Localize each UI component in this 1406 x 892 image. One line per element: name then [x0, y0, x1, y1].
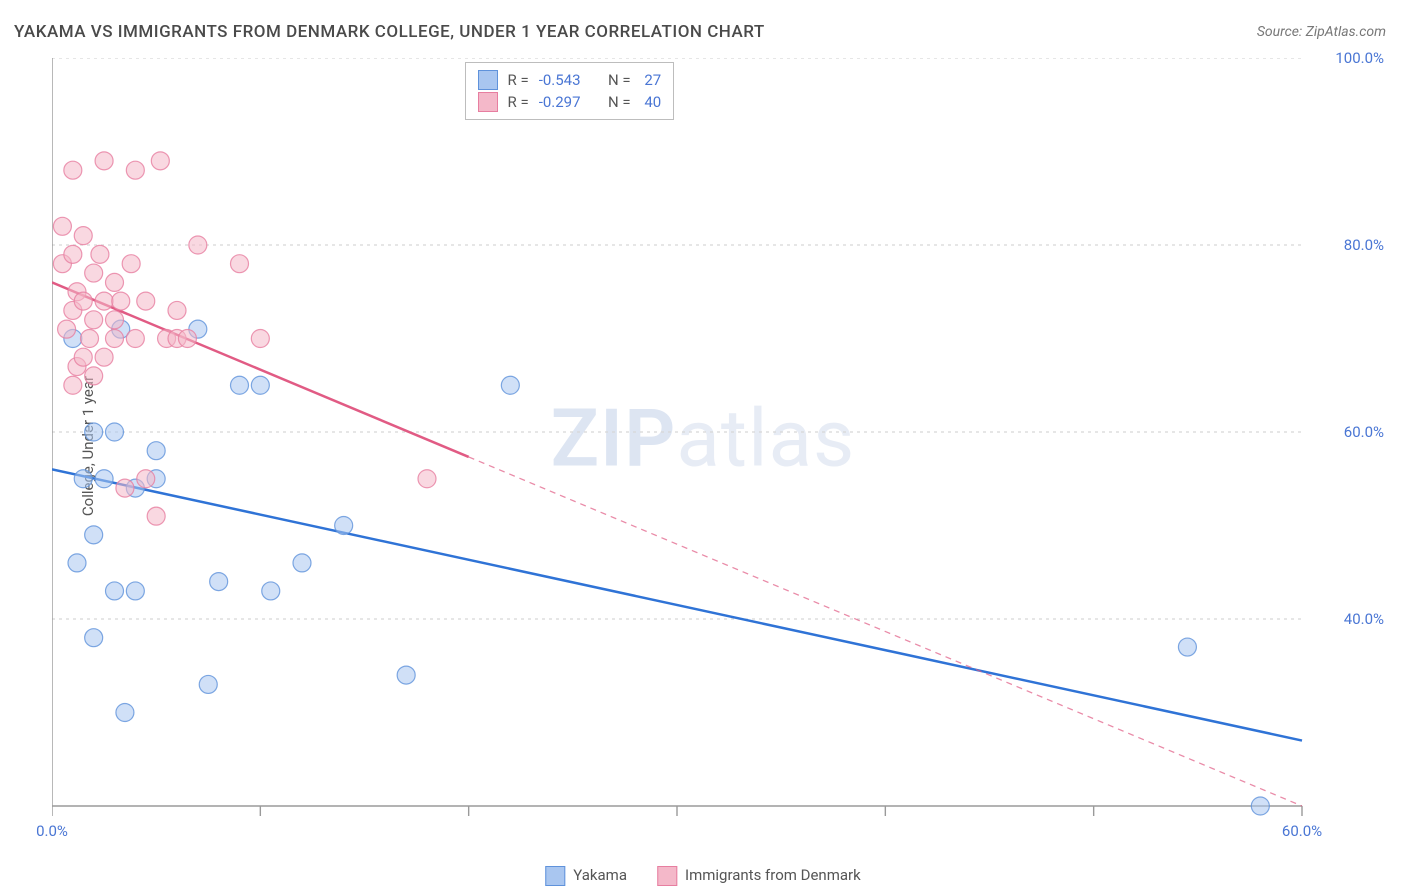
legend-row: R =-0.297 N = 40 [478, 91, 662, 113]
correlation-legend: R =-0.543 N = 27R =-0.297 N = 40 [465, 62, 675, 120]
x-tick-label: 60.0% [1282, 822, 1322, 840]
chart-title: YAKAMA VS IMMIGRANTS FROM DENMARK COLLEG… [14, 22, 765, 42]
scatter-plot [52, 58, 1392, 848]
y-tick-label: 80.0% [1344, 236, 1384, 254]
legend-row: R =-0.543 N = 27 [478, 69, 662, 91]
series-legend: Yakama Immigrants from Denmark [545, 866, 860, 886]
y-tick-label: 100.0% [1335, 49, 1384, 67]
x-tick-label: 0.0% [36, 822, 68, 840]
y-tick-label: 40.0% [1344, 610, 1384, 628]
y-tick-label: 60.0% [1344, 423, 1384, 441]
legend-item: Immigrants from Denmark [657, 866, 861, 886]
source-label: Source: ZipAtlas.com [1257, 24, 1386, 40]
legend-item: Yakama [545, 866, 627, 886]
